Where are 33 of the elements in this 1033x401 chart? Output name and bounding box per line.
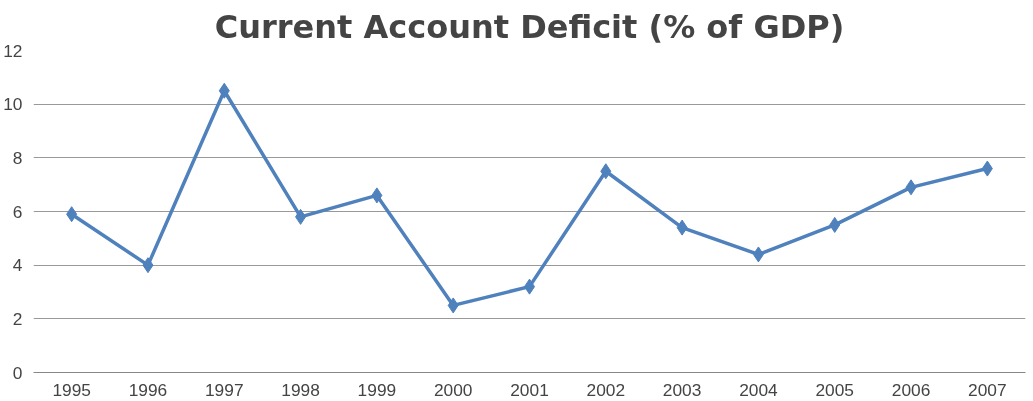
x-tick-label: 1996 — [128, 379, 168, 400]
x-tick-label: 2002 — [586, 379, 626, 400]
point — [905, 179, 917, 196]
x-tick-label: 2003 — [662, 379, 702, 400]
point — [981, 160, 993, 177]
x-tick-label: 1997 — [205, 379, 244, 400]
point — [829, 216, 841, 233]
y-tick-label: 6 — [12, 201, 23, 222]
x-tick-label: 2005 — [815, 379, 855, 400]
y-tick-label: 10 — [3, 94, 23, 115]
point — [447, 297, 459, 314]
y-tick-label: 4 — [12, 255, 23, 276]
x-tick-label: 1999 — [357, 379, 397, 400]
x-tick-label: 1998 — [281, 379, 320, 400]
y-tick-label: 12 — [3, 40, 23, 61]
y-tick-label: 0 — [12, 362, 23, 383]
x-tick-label: 2007 — [968, 379, 1007, 400]
point — [676, 219, 688, 236]
point — [371, 187, 383, 204]
point — [752, 246, 764, 263]
x-tick-label: 1995 — [52, 379, 91, 400]
x-tick-label: 2006 — [891, 379, 931, 400]
y-tick-label: 8 — [12, 147, 23, 168]
y-tick-label: 2 — [12, 308, 23, 329]
chart-title: Current Account Deficit (% of GDP) — [214, 7, 845, 46]
point — [66, 206, 78, 223]
x-tick-label: 2004 — [739, 379, 779, 400]
point — [218, 82, 230, 99]
x-tick-label: 2001 — [510, 379, 549, 400]
point — [600, 163, 612, 180]
x-tick-label: 2000 — [433, 379, 473, 400]
point — [295, 208, 307, 225]
point — [142, 257, 154, 274]
